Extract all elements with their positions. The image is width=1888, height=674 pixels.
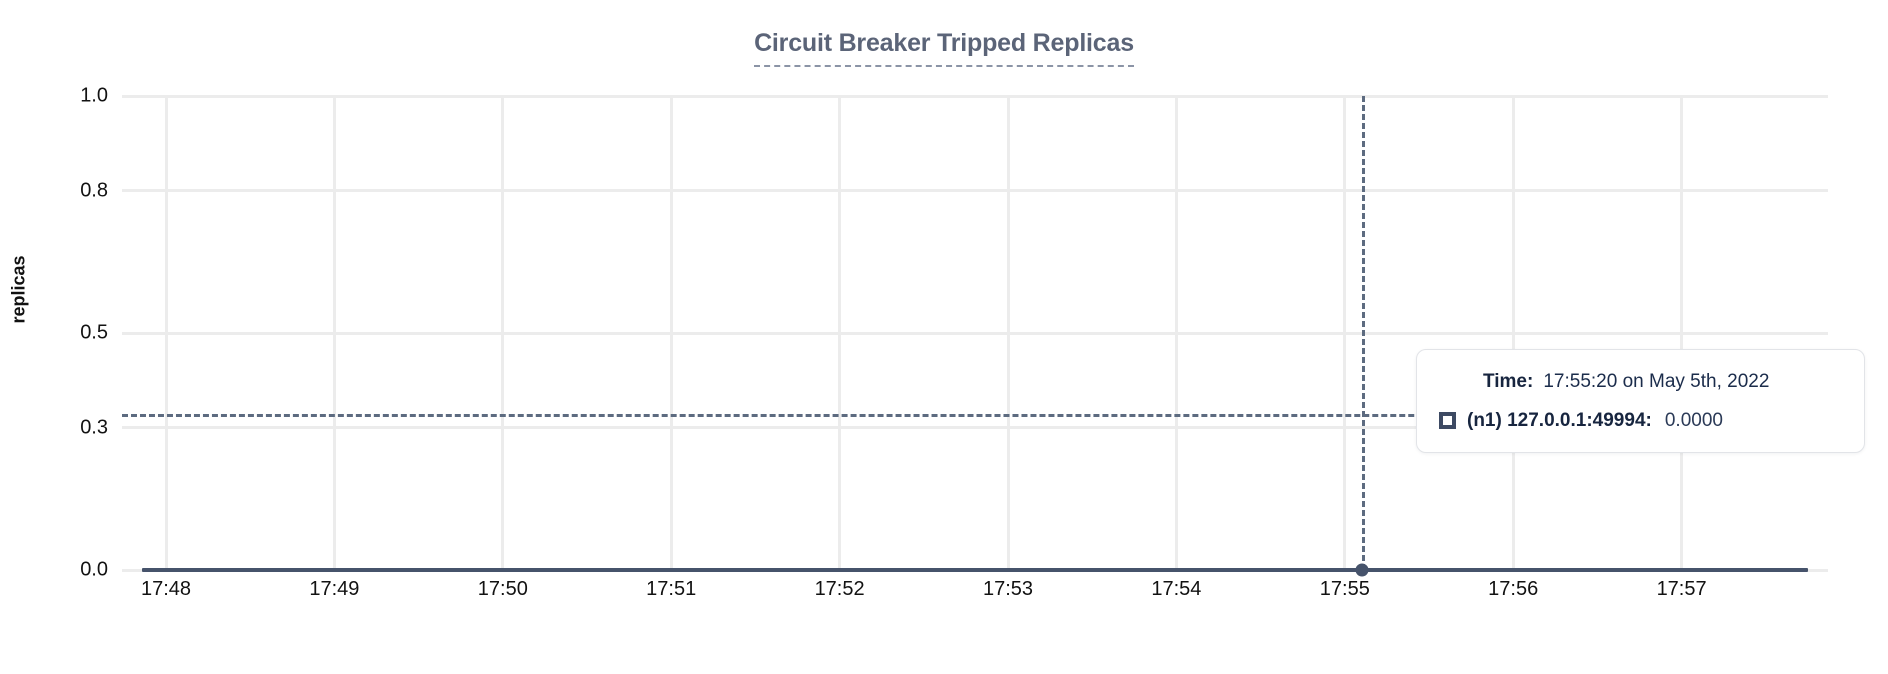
chart-title-container: Circuit Breaker Tripped Replicas xyxy=(0,29,1888,67)
gridline-vertical xyxy=(164,96,168,570)
tooltip-series-name: (n1) 127.0.0.1:49994: xyxy=(1467,410,1652,431)
series-line xyxy=(142,568,1808,572)
y-axis-tick-labels: 1.0 0.8 0.5 0.3 0.0 xyxy=(0,85,108,581)
cursor-data-point[interactable] xyxy=(1355,563,1369,577)
y-axis-tick-label: 0.3 xyxy=(80,416,108,439)
x-axis-tick-label: 17:53 xyxy=(982,578,1034,600)
tooltip-time-label: Time: xyxy=(1483,371,1534,392)
x-axis-tick-label: 17:49 xyxy=(309,578,360,600)
square-outline-icon xyxy=(1439,412,1456,429)
x-axis-tick-labels: 17:48 17:49 17:50 17:51 17:52 17:53 17:54 17:55… xyxy=(122,578,1828,618)
gridline-horizontal xyxy=(122,189,1828,193)
x-axis-tick-label: 17:55 xyxy=(1319,578,1370,600)
gridline-vertical xyxy=(1511,96,1515,570)
x-axis-tick-label: 17:57 xyxy=(1656,578,1707,600)
gridline-vertical xyxy=(1174,96,1178,570)
crosshair-vertical-line xyxy=(1362,96,1366,570)
x-axis-tick-label: 17:48 xyxy=(140,578,192,600)
tooltip-time-value: 17:55:20 on May 5th, 2022 xyxy=(1543,371,1770,392)
y-axis-tick-label: 0.8 xyxy=(80,179,108,202)
x-axis-tick-label: 17:56 xyxy=(1488,578,1539,600)
plot-area[interactable] xyxy=(122,94,1828,577)
x-axis-tick-label: 17:51 xyxy=(646,578,697,600)
tooltip-series-row: (n1) 127.0.0.1:49994: 0.0000 xyxy=(1439,411,1838,430)
y-axis-tick-label: 1.0 xyxy=(80,84,108,107)
page-title: Circuit Breaker Tripped Replicas xyxy=(754,29,1134,67)
gridline-vertical xyxy=(501,96,505,570)
gridline-vertical xyxy=(838,96,842,570)
x-axis-tick-label: 17:52 xyxy=(814,578,865,600)
gridline-vertical xyxy=(1343,96,1347,570)
y-axis-tick-label: 0.0 xyxy=(80,558,108,581)
gridline-horizontal xyxy=(122,94,1828,98)
gridline-horizontal xyxy=(122,426,1828,430)
tooltip-series-value: 0.0000 xyxy=(1664,410,1723,431)
gridline-vertical xyxy=(332,96,336,570)
x-axis-tick-label: 17:54 xyxy=(1151,578,1202,600)
y-axis-tick-label: 0.5 xyxy=(80,321,108,344)
gridline-horizontal xyxy=(122,331,1828,335)
gridline-vertical xyxy=(1680,96,1684,570)
x-axis-tick-label: 17:50 xyxy=(477,578,528,600)
threshold-line xyxy=(122,413,1828,417)
hover-tooltip: Time: 17:55:20 on May 5th, 2022 (n1) 127… xyxy=(1416,349,1865,453)
tooltip-time-row: Time: 17:55:20 on May 5th, 2022 xyxy=(1439,372,1838,391)
gridline-vertical xyxy=(669,96,673,570)
gridline-vertical xyxy=(1006,96,1010,570)
